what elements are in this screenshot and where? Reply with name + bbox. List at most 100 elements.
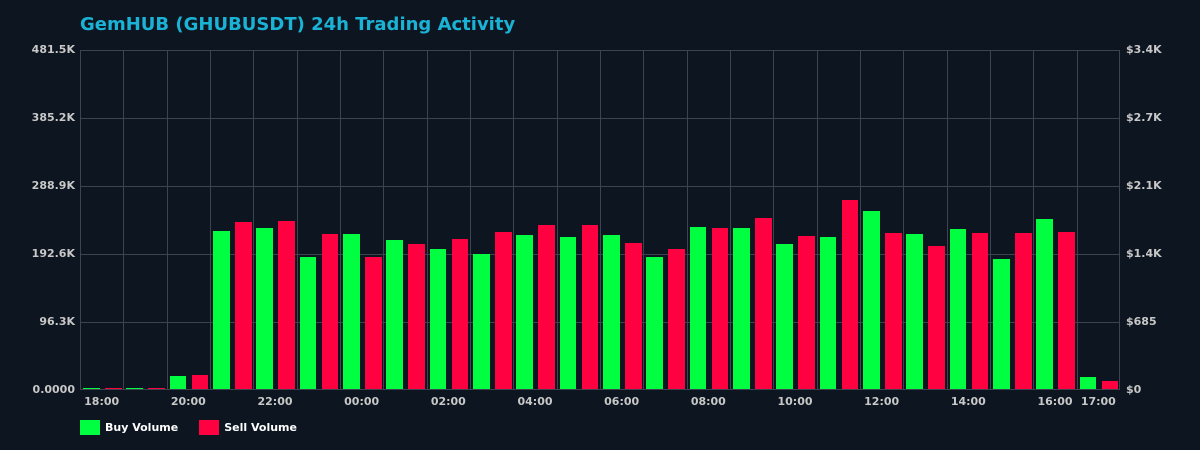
buy-volume-bar[interactable] (213, 230, 230, 389)
gridline-vertical (556, 51, 558, 389)
sell-volume-bar[interactable] (885, 233, 902, 389)
buy-volume-bar[interactable] (733, 228, 750, 389)
legend-item-sell[interactable]: Sell Volume (199, 420, 297, 435)
plot-area (80, 50, 1120, 390)
buy-volume-bar[interactable] (386, 240, 403, 389)
y-tick-right: $1.4K (1126, 247, 1162, 260)
y-tick-left: 288.9K (31, 179, 75, 192)
sell-volume-bar[interactable] (928, 246, 945, 389)
sell-volume-bar[interactable] (668, 248, 685, 389)
buy-volume-bar[interactable] (559, 236, 577, 389)
y-tick-left: 192.6K (31, 247, 75, 260)
gridline-vertical (470, 51, 471, 389)
gridline-vertical (1076, 51, 1078, 389)
sell-volume-bar[interactable] (971, 233, 989, 389)
gridline-vertical (340, 51, 341, 389)
gridline-vertical (123, 51, 125, 389)
buy-volume-bar[interactable] (906, 234, 923, 389)
y-tick-left: 481.5K (31, 43, 75, 56)
gridline-vertical (903, 51, 905, 389)
x-tick-label: 17:00 (1080, 395, 1116, 408)
buy-volume-bar[interactable] (473, 254, 490, 389)
sell-volume-bar[interactable] (451, 239, 469, 389)
sell-volume-bar[interactable] (1101, 381, 1119, 389)
gridline-vertical (730, 51, 731, 389)
sell-volume-bar[interactable] (798, 235, 815, 389)
y-tick-right: $2.1K (1126, 179, 1162, 192)
buy-volume-bar[interactable] (299, 257, 317, 389)
sell-volume-bar[interactable] (365, 257, 382, 389)
x-tick-label: 12:00 (864, 395, 900, 408)
buy-volume-bar[interactable] (516, 235, 533, 389)
y-tick-right: $685 (1126, 315, 1157, 328)
x-tick-label: 16:00 (1037, 395, 1073, 408)
buy-swatch (80, 420, 100, 435)
sell-volume-bar[interactable] (278, 221, 295, 389)
buy-volume-bar[interactable] (949, 229, 967, 389)
gridline-vertical (773, 51, 775, 389)
sell-volume-bar[interactable] (625, 242, 642, 389)
sell-volume-bar[interactable] (711, 228, 729, 389)
gridline-vertical (253, 51, 255, 389)
gridline-vertical (600, 51, 601, 389)
gridline-vertical (426, 51, 428, 389)
buy-volume-bar[interactable] (169, 376, 187, 389)
legend-item-buy[interactable]: Buy Volume (80, 420, 178, 435)
chart-title: GemHUB (GHUBUSDT) 24h Trading Activity (80, 14, 516, 35)
buy-volume-bar[interactable] (603, 235, 620, 389)
x-tick-label: 00:00 (344, 395, 380, 408)
gridline-vertical (946, 51, 948, 389)
legend-label-buy: Buy Volume (105, 421, 179, 434)
x-tick-label: 14:00 (950, 395, 986, 408)
sell-volume-bar[interactable] (1015, 233, 1032, 389)
x-tick-label: 02:00 (430, 395, 466, 408)
gridline-vertical (513, 51, 515, 389)
gridline-vertical (860, 51, 861, 389)
y-tick-left: 96.3K (39, 315, 75, 328)
x-tick-label: 18:00 (84, 395, 120, 408)
sell-volume-bar[interactable] (408, 244, 425, 389)
gridline-vertical (383, 51, 385, 389)
sell-volume-bar[interactable] (581, 224, 599, 389)
buy-volume-bar[interactable] (993, 259, 1010, 389)
gridline-vertical (166, 51, 168, 389)
sell-volume-bar[interactable] (321, 234, 339, 389)
sell-volume-bar[interactable] (495, 232, 512, 389)
sell-volume-bar[interactable] (105, 388, 122, 389)
sell-volume-bar[interactable] (191, 375, 209, 389)
buy-volume-bar[interactable] (1036, 218, 1053, 389)
y-tick-right: $2.7K (1126, 111, 1162, 124)
buy-volume-bar[interactable] (83, 388, 100, 389)
sell-swatch (199, 420, 220, 435)
y-tick-right: $0 (1126, 383, 1142, 396)
buy-volume-bar[interactable] (689, 227, 707, 389)
y-tick-left: 385.2K (31, 111, 75, 124)
buy-volume-bar[interactable] (343, 234, 360, 389)
gridline-vertical (816, 51, 818, 389)
sell-volume-bar[interactable] (148, 388, 165, 389)
buy-volume-bar[interactable] (819, 236, 837, 389)
gridline-vertical (643, 51, 645, 389)
buy-volume-bar[interactable] (126, 388, 143, 389)
sell-volume-bar[interactable] (235, 222, 252, 389)
sell-volume-bar[interactable] (755, 217, 772, 389)
x-tick-label: 04:00 (517, 395, 553, 408)
buy-volume-bar[interactable] (776, 244, 793, 389)
buy-volume-bar[interactable] (256, 228, 273, 389)
gridline-vertical (686, 51, 688, 389)
x-tick-label: 20:00 (170, 395, 206, 408)
buy-volume-bar[interactable] (646, 257, 663, 389)
sell-volume-bar[interactable] (841, 199, 859, 389)
sell-volume-bar[interactable] (538, 224, 555, 389)
legend-label-sell: Sell Volume (224, 421, 297, 434)
buy-volume-bar[interactable] (429, 248, 447, 389)
sell-volume-bar[interactable] (1058, 232, 1075, 389)
x-tick-label: 10:00 (777, 395, 813, 408)
gridline-vertical (990, 51, 991, 389)
y-tick-right: $3.4K (1126, 43, 1162, 56)
x-tick-label: 22:00 (257, 395, 293, 408)
gridline-vertical (296, 51, 298, 389)
buy-volume-bar[interactable] (1079, 377, 1097, 389)
y-tick-left: 0.0000 (32, 383, 75, 396)
buy-volume-bar[interactable] (863, 211, 880, 389)
